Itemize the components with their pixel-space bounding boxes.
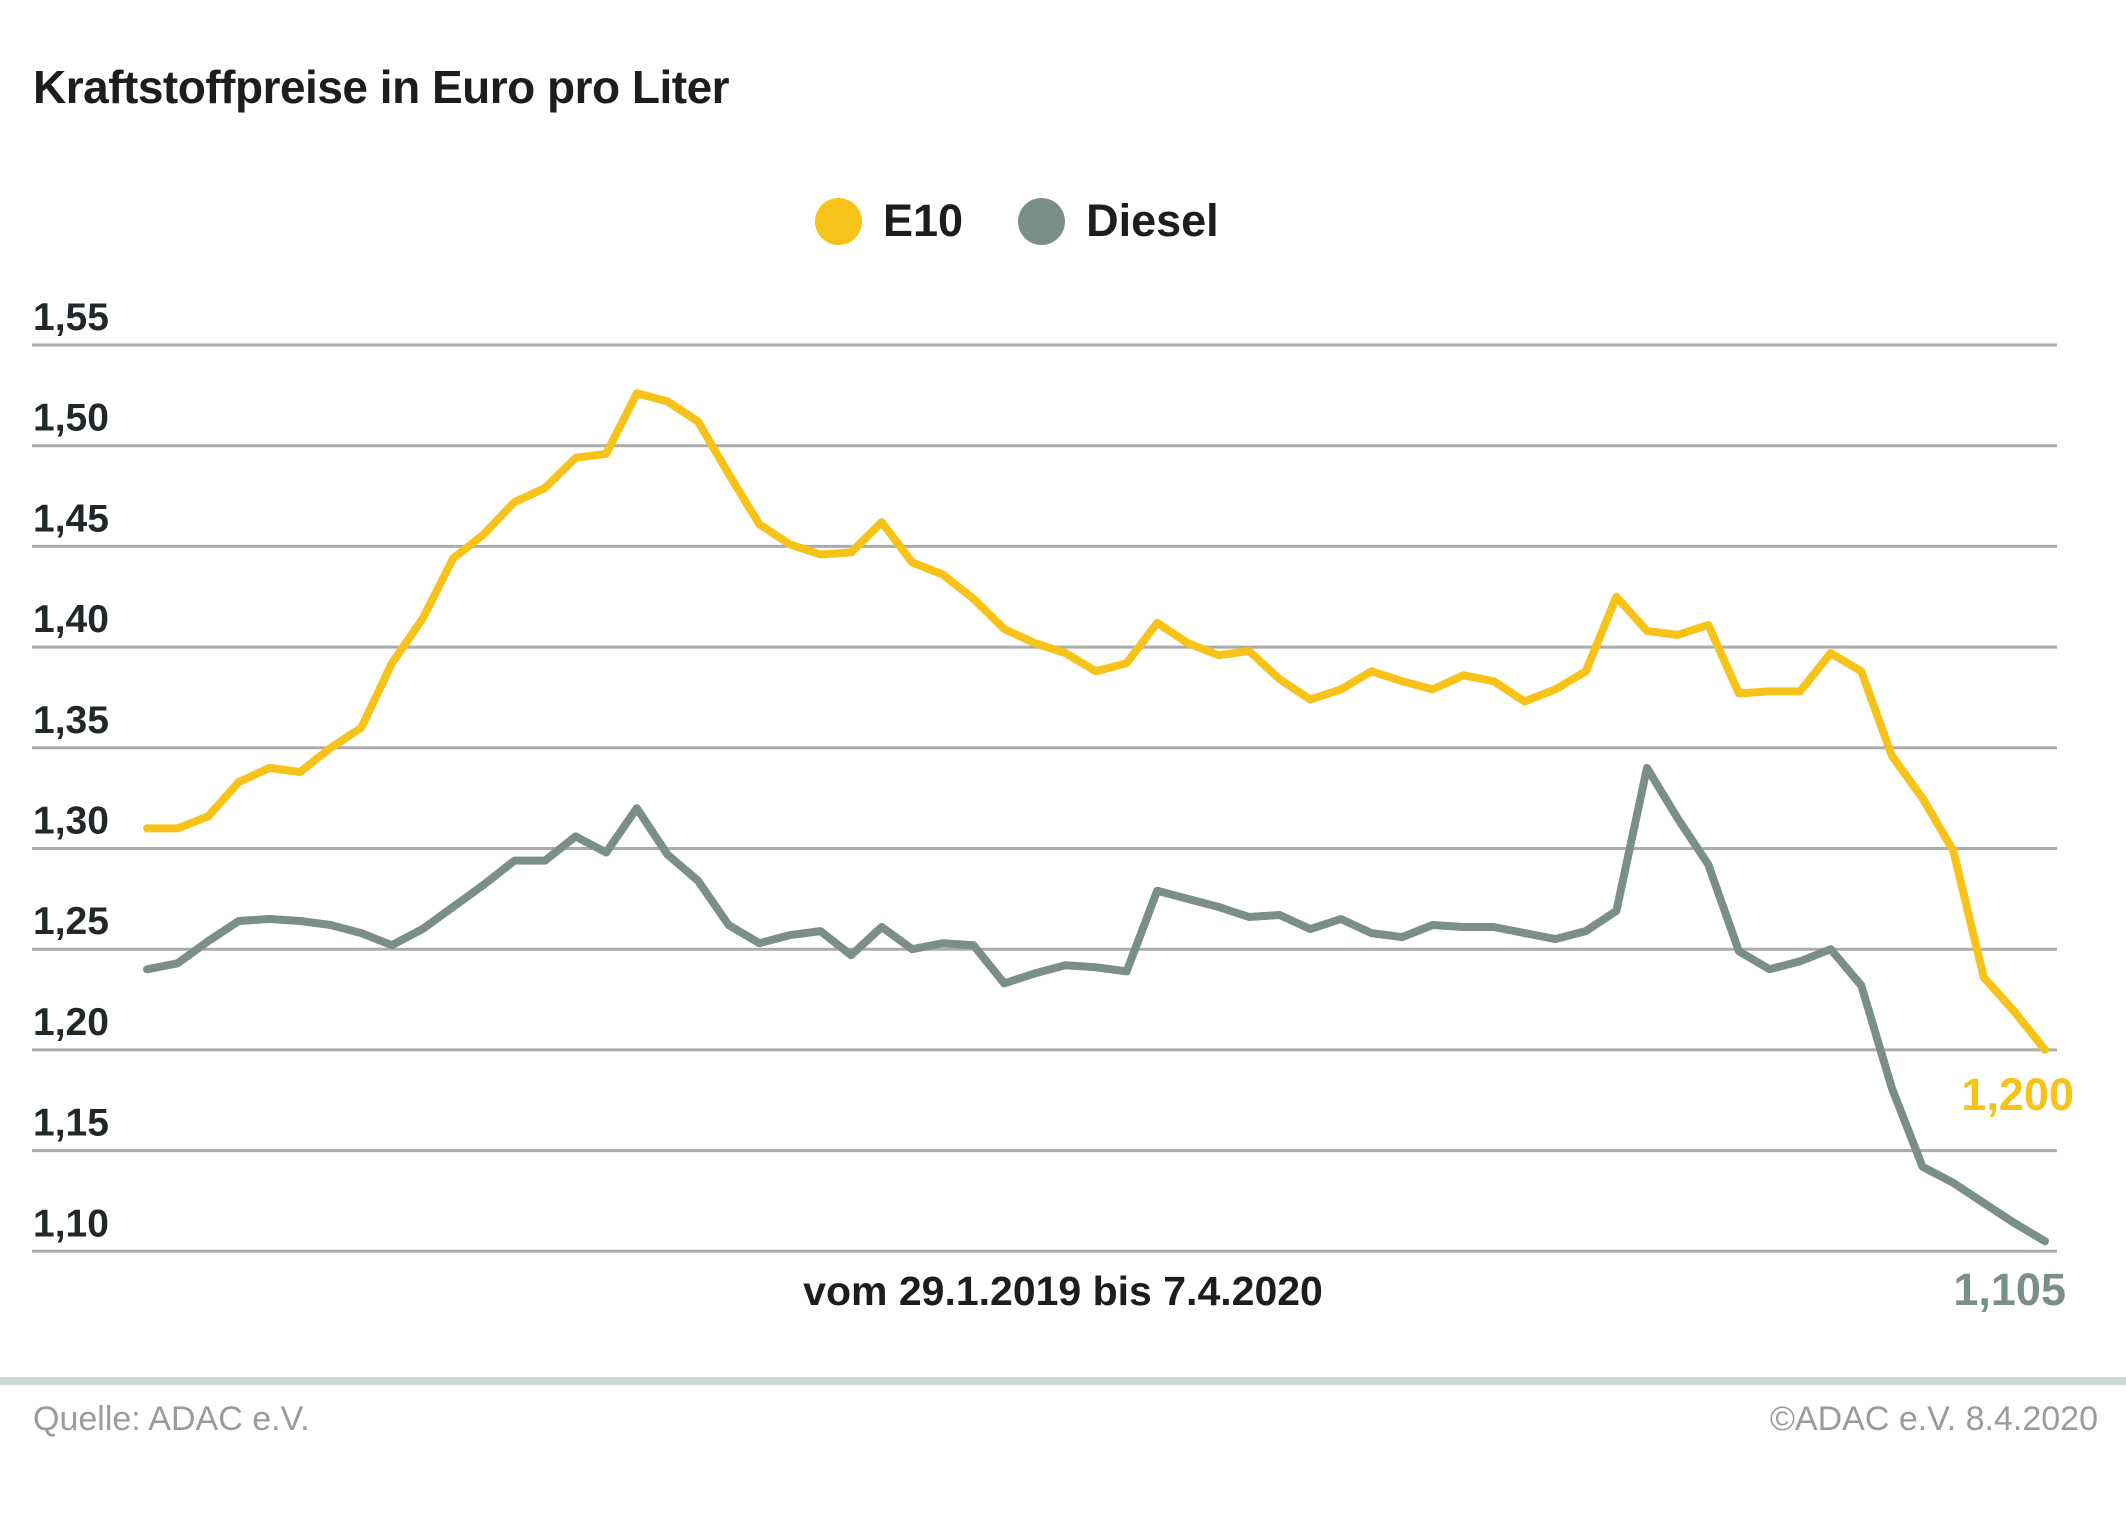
y-tick-label: 1,25 — [33, 900, 109, 943]
e10-end-value-label: 1,200 — [1961, 1069, 2074, 1120]
y-tick-label: 1,45 — [33, 497, 109, 540]
diesel-end-value-label: 1,105 — [1953, 1264, 2066, 1315]
y-tick-label: 1,35 — [33, 699, 109, 742]
y-tick-label: 1,30 — [33, 800, 109, 843]
chart-legend: E10 Diesel — [815, 196, 1219, 246]
y-tick-label: 1,10 — [33, 1202, 109, 1245]
e10-legend-label: E10 — [883, 195, 964, 246]
y-tick-label: 1,50 — [33, 397, 109, 440]
y-tick-label: 1,55 — [33, 296, 109, 339]
e10-legend-dot-icon — [815, 197, 862, 245]
footer-divider — [0, 1377, 2126, 1385]
page-title: Kraftstoffpreise in Euro pro Liter — [33, 61, 730, 113]
x-axis-caption: vom 29.1.2019 bis 7.4.2020 — [803, 1268, 1323, 1314]
e10-line — [143, 389, 2049, 1054]
y-tick-label: 1,40 — [33, 598, 109, 641]
copyright-note: ©ADAC e.V. 8.4.2020 — [1769, 1400, 2098, 1438]
diesel-line — [143, 763, 2049, 1246]
y-tick-label: 1,15 — [33, 1102, 109, 1145]
diesel-legend-label: Diesel — [1086, 195, 1219, 246]
diesel-legend-dot-icon — [1018, 197, 1066, 245]
y-tick-label: 1,20 — [33, 1001, 109, 1044]
source-note: Quelle: ADAC e.V. — [33, 1400, 310, 1438]
